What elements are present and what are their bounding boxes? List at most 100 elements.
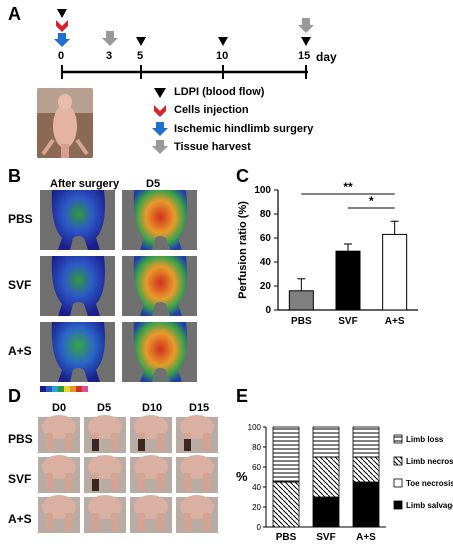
blue-arrow-icon	[152, 122, 168, 136]
x-tick-label: PBS	[276, 532, 297, 543]
panel-b-row-pbs: PBS	[8, 212, 33, 226]
panel-a-letter: A	[8, 4, 21, 24]
panel-d-col-d5: D5	[97, 402, 112, 414]
legend-label: Limb salvage	[406, 501, 453, 510]
bar-SVF	[335, 250, 361, 311]
y-tick-label: 0	[265, 305, 271, 316]
panel-d-row-pbs: PBS	[8, 432, 33, 446]
bar-A+S	[382, 233, 408, 311]
panel-d-row-svf: SVF	[8, 472, 32, 486]
limb-photo	[38, 495, 80, 533]
tick-label-15: 15	[298, 50, 311, 62]
red-chevron-icon	[56, 20, 68, 32]
panel-b-ldpi-images	[40, 190, 197, 392]
limb-photo	[84, 455, 126, 493]
panel-d-letter: D	[8, 386, 21, 406]
mouse-photo	[37, 88, 93, 158]
segment-limb-loss	[312, 426, 340, 458]
legend-swatch	[393, 456, 403, 466]
segment-limb-loss	[272, 426, 300, 483]
legend-ldpi: LDPI (blood flow)	[174, 86, 265, 98]
y-axis-label: %	[236, 469, 248, 484]
gray-arrow-icon	[152, 140, 168, 154]
x-tick-label: SVF	[338, 316, 357, 327]
ldpi-color-scale	[40, 386, 88, 392]
panel-c-bar-chart: 0 20 40 60 80 100 Perfusion ratio (%) PBS SVF A+S…	[237, 180, 418, 327]
limb-photo	[176, 455, 218, 493]
significance-label: *	[369, 194, 374, 208]
limb-photo	[130, 495, 172, 533]
y-axis-label: Perfusion ratio (%)	[237, 201, 249, 299]
y-tick-label: 40	[252, 483, 261, 492]
legend-tissue-harvest: Tissue harvest	[174, 141, 251, 153]
panel-b-col-d5: D5	[146, 178, 161, 190]
segment-limb-necrosis	[352, 456, 380, 483]
ldpi-as-d5	[122, 322, 197, 382]
y-tick-label: 20	[252, 503, 261, 512]
panel-e-stacked-chart: 0 20 40 60 80 100% PBS SVF A+S Limb loss Limb necr…	[236, 423, 453, 543]
black-triangle-icon	[136, 37, 146, 46]
red-chevron-icon	[154, 105, 166, 117]
legend-label: Limb necrosis	[406, 457, 453, 466]
limb-photo	[176, 495, 218, 533]
blue-arrow-icon	[54, 33, 70, 47]
limb-photo	[176, 415, 218, 453]
ldpi-pbs-d5	[122, 190, 197, 250]
tick-label-0: 0	[58, 50, 65, 62]
legend-label: Toe necrosis	[406, 479, 453, 488]
timeline-unit: day	[316, 50, 337, 64]
gray-arrow-icon	[298, 18, 314, 33]
y-tick-label: 20	[260, 281, 272, 292]
ldpi-as-after-surgery	[40, 322, 115, 382]
limb-photo	[130, 415, 172, 453]
legend-swatch	[393, 434, 403, 444]
legend-swatch	[393, 500, 403, 510]
segment-limb-salvage	[352, 481, 380, 528]
panel-b-row-as: A+S	[8, 344, 32, 358]
panel-a-timeline	[54, 9, 314, 154]
black-triangle-icon	[154, 88, 166, 98]
black-triangle-icon	[301, 37, 311, 46]
y-tick-label: 60	[260, 233, 272, 244]
tick-label-5: 5	[137, 50, 144, 62]
tick-label-3: 3	[106, 50, 113, 62]
y-tick-label: 80	[260, 209, 272, 220]
y-tick-label: 40	[260, 257, 272, 268]
panel-c-letter: C	[236, 166, 249, 186]
limb-photo	[130, 455, 172, 493]
black-triangle-icon	[57, 9, 67, 18]
segment-limb-necrosis	[272, 481, 300, 528]
black-triangle-icon	[218, 37, 228, 46]
segment-limb-loss	[352, 426, 380, 458]
y-tick-label: 100	[248, 423, 262, 432]
x-tick-label: A+S	[385, 316, 405, 327]
y-tick-label: 80	[252, 443, 261, 452]
y-tick-label: 0	[257, 523, 262, 532]
y-tick-label: 100	[254, 185, 271, 196]
ldpi-svf-d5	[122, 256, 197, 316]
significance-label: **	[343, 180, 353, 194]
panel-d-limb-photos	[38, 415, 218, 533]
panel-d-col-d15: D15	[189, 402, 210, 414]
segment-limb-salvage	[312, 496, 340, 528]
panel-b-col-after-surgery: After surgery	[50, 178, 120, 190]
x-tick-label: A+S	[356, 532, 376, 543]
y-tick-label: 60	[252, 463, 261, 472]
panel-b-row-svf: SVF	[8, 278, 32, 292]
panel-d-row-as: A+S	[8, 512, 32, 526]
limb-photo	[38, 455, 80, 493]
tick-label-10: 10	[216, 50, 229, 62]
limb-photo	[84, 415, 126, 453]
bar-PBS	[288, 290, 314, 311]
panel-b-letter: B	[8, 166, 21, 186]
legend-cells-injection: Cells injection	[174, 104, 249, 116]
limb-photo	[84, 495, 126, 533]
x-tick-label: SVF	[316, 532, 335, 543]
panel-e-letter: E	[236, 386, 249, 406]
panel-d-col-d10: D10	[142, 402, 163, 414]
x-tick-label: PBS	[291, 316, 312, 327]
ldpi-pbs-after-surgery	[40, 190, 115, 250]
gray-arrow-icon	[102, 31, 118, 46]
legend-swatch	[393, 478, 403, 488]
ldpi-svf-after-surgery	[40, 256, 115, 316]
